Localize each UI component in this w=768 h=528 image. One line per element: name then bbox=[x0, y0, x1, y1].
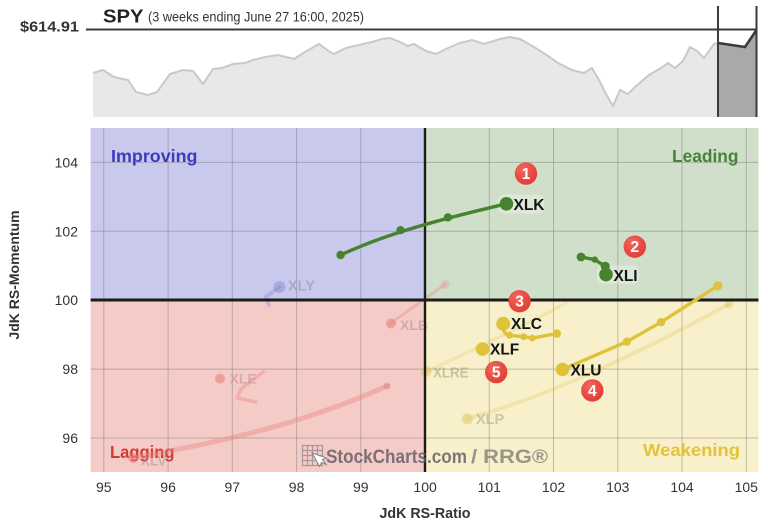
svg-text:105: 105 bbox=[735, 479, 759, 495]
svg-text:103: 103 bbox=[606, 479, 630, 495]
svg-text:100: 100 bbox=[55, 292, 79, 308]
svg-text:$614.91: $614.91 bbox=[20, 19, 79, 36]
svg-text:XLE: XLE bbox=[230, 371, 257, 387]
svg-text:4: 4 bbox=[588, 383, 597, 400]
svg-text:95: 95 bbox=[96, 479, 112, 495]
svg-text:SPY: SPY bbox=[103, 6, 144, 27]
svg-text:Weakening: Weakening bbox=[643, 440, 740, 460]
svg-text:102: 102 bbox=[542, 479, 566, 495]
svg-text:96: 96 bbox=[160, 479, 176, 495]
svg-text:XLI: XLI bbox=[614, 268, 638, 285]
svg-text:97: 97 bbox=[225, 479, 241, 495]
svg-text:102: 102 bbox=[55, 223, 79, 239]
svg-text:2: 2 bbox=[630, 239, 639, 256]
svg-text:Leading: Leading bbox=[672, 146, 739, 166]
svg-text:Lagging: Lagging bbox=[110, 442, 175, 462]
svg-text:XLU: XLU bbox=[571, 363, 602, 380]
svg-text:XLC: XLC bbox=[511, 316, 542, 333]
svg-text:98: 98 bbox=[62, 361, 78, 377]
svg-text:5: 5 bbox=[492, 365, 501, 382]
svg-text:Improving: Improving bbox=[111, 146, 198, 166]
svg-text:104: 104 bbox=[670, 479, 694, 495]
svg-text:(3 weeks ending June 27 16:00,: (3 weeks ending June 27 16:00, 2025) bbox=[148, 10, 364, 25]
svg-text:XLF: XLF bbox=[490, 342, 519, 359]
svg-text:3: 3 bbox=[515, 294, 524, 311]
svg-text:XLY: XLY bbox=[288, 279, 315, 295]
svg-text:XLK: XLK bbox=[514, 197, 546, 214]
svg-text:1: 1 bbox=[522, 166, 531, 183]
svg-text:XLP: XLP bbox=[476, 412, 505, 428]
svg-text:96: 96 bbox=[62, 430, 78, 446]
svg-text:98: 98 bbox=[289, 479, 305, 495]
svg-text:JdK RS-Momentum: JdK RS-Momentum bbox=[6, 210, 22, 339]
svg-text:StockCharts.com: StockCharts.com bbox=[326, 447, 467, 468]
svg-text:XLRE: XLRE bbox=[433, 365, 469, 382]
svg-text:JdK RS-Ratio: JdK RS-Ratio bbox=[380, 505, 471, 522]
svg-text:/ RRG®: / RRG® bbox=[471, 447, 548, 468]
svg-text:XLB: XLB bbox=[400, 317, 428, 333]
svg-text:99: 99 bbox=[353, 479, 369, 495]
svg-text:100: 100 bbox=[413, 479, 437, 495]
svg-text:101: 101 bbox=[478, 479, 502, 495]
svg-text:104: 104 bbox=[55, 154, 79, 170]
svg-text:XLV: XLV bbox=[141, 453, 168, 469]
